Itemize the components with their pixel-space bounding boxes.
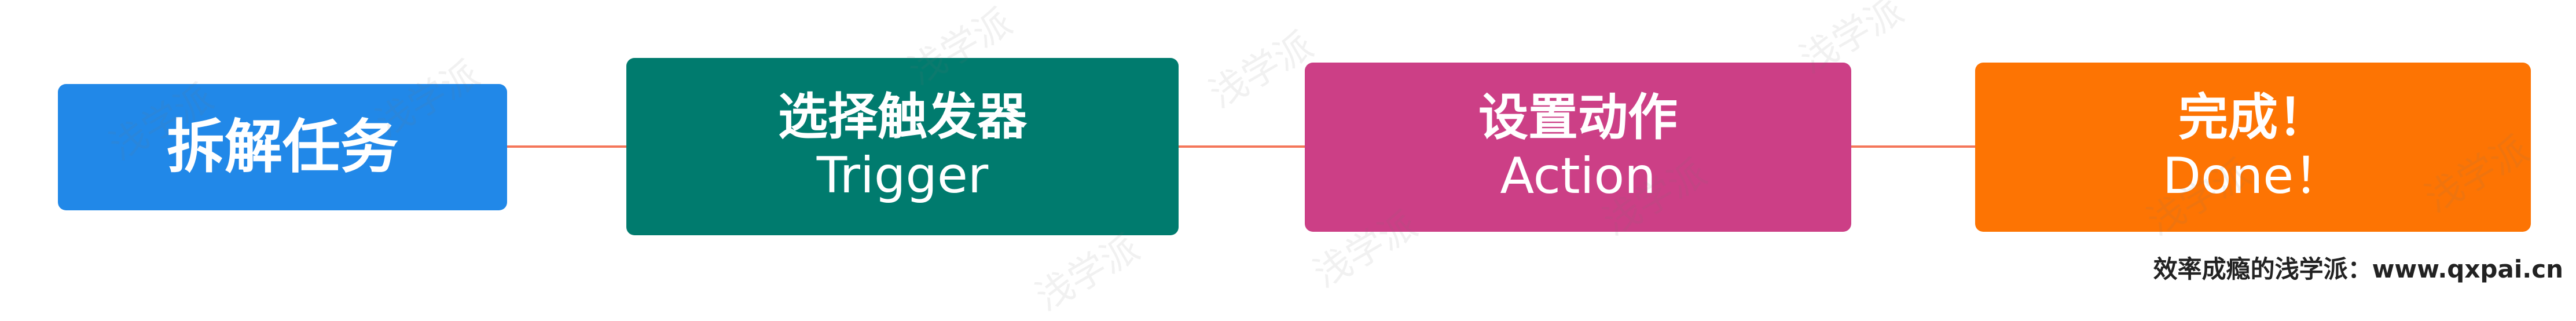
footer-credit: 效率成瘾的浅学派：www.qxpai.cn (2153, 255, 2563, 283)
step-choose-trigger: 选择触发器 Trigger (626, 58, 1179, 235)
connector-2-3 (1179, 145, 1305, 148)
step-title: 设置动作 (1478, 88, 1678, 147)
step-title: 完成！ (2178, 88, 2328, 147)
step-title: 选择触发器 (778, 87, 1027, 146)
connector-3-4 (1851, 145, 1975, 148)
step-subtitle: Done！ (2162, 147, 2344, 205)
step-subtitle: Action (1500, 147, 1656, 205)
watermark: 浅学派 (1202, 24, 1320, 117)
step-set-action: 设置动作 Action (1305, 63, 1851, 232)
step-title: 拆解任务 (167, 113, 398, 181)
connector-1-2 (507, 145, 626, 148)
step-decompose-task: 拆解任务 (58, 84, 507, 210)
step-subtitle: Trigger (816, 147, 989, 205)
step-done: 完成！ Done！ (1975, 63, 2531, 232)
flow-diagram: 拆解任务 选择触发器 Trigger 设置动作 Action 完成！ Done！… (58, 0, 2563, 319)
